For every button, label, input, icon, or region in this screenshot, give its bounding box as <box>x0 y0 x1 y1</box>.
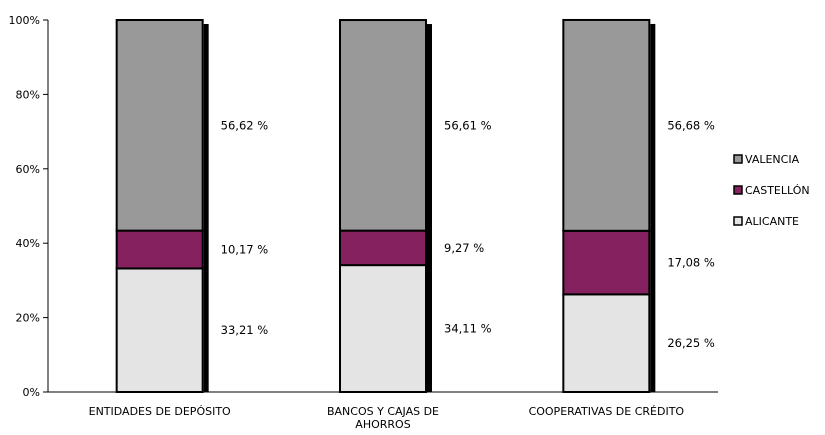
bar-segment <box>562 293 651 394</box>
y-tick-label: 0% <box>23 386 40 399</box>
bar-segment <box>339 264 427 394</box>
data-label: 17,08 % <box>667 256 715 270</box>
data-label: 34,11 % <box>444 322 492 336</box>
y-tick-label: 80% <box>16 88 40 101</box>
legend-label: CASTELLÓN <box>745 184 810 197</box>
bar-segment <box>562 229 651 296</box>
bar-segment <box>115 267 204 393</box>
y-tick-label: 60% <box>16 163 40 176</box>
bar-segment <box>339 229 427 267</box>
bar-segment <box>115 229 204 270</box>
y-tick-label: 40% <box>16 237 40 250</box>
y-tick-label: 20% <box>16 312 40 325</box>
bar-shadow <box>650 23 656 392</box>
data-label: 10,17 % <box>221 243 269 257</box>
data-label: 33,21 % <box>221 323 269 337</box>
legend-label: ALICANTE <box>745 215 799 228</box>
bar-segment <box>339 19 427 232</box>
x-category-label: COOPERATIVAS DE CRÉDITO <box>529 405 685 418</box>
bar-shadow <box>203 24 209 392</box>
legend-swatch <box>733 216 743 226</box>
x-category-label: BANCOS Y CAJAS DE AHORROS <box>327 405 439 431</box>
y-tick-label: 100% <box>9 14 40 27</box>
data-label: 56,62 % <box>221 118 269 132</box>
data-label: 56,61 % <box>444 118 492 132</box>
data-label: 26,25 % <box>667 336 715 350</box>
bar-segment <box>562 18 651 232</box>
bar-segment <box>115 19 204 232</box>
data-label: 9,27 % <box>444 241 484 255</box>
data-label: 56,68 % <box>667 118 715 132</box>
bar-shadow <box>427 24 432 392</box>
legend-label: VALENCIA <box>745 153 800 166</box>
legend-swatch <box>733 154 743 164</box>
legend-swatch <box>733 185 743 195</box>
x-category-label: ENTIDADES DE DEPÓSITO <box>89 405 231 418</box>
